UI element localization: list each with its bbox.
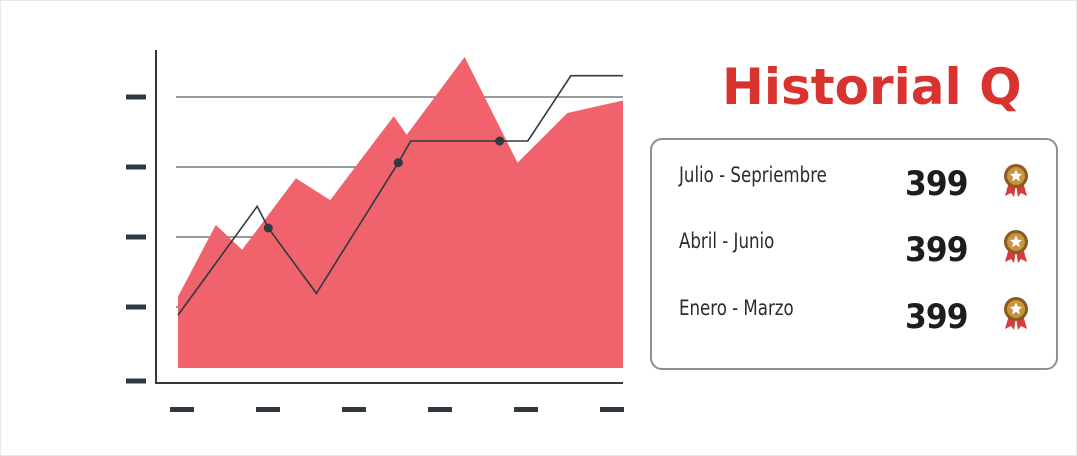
row-label: Julio - Sepriembre: [679, 163, 827, 187]
row-value: 399: [905, 164, 968, 204]
y-tick: [126, 94, 146, 100]
x-tick: [428, 407, 452, 412]
x-tick: [256, 407, 280, 412]
medal-icon: [998, 226, 1034, 264]
x-tick: [342, 407, 366, 412]
line-series: [177, 74, 623, 316]
line-markers: [263, 136, 505, 233]
row-value: 399: [905, 297, 968, 337]
x-tick: [600, 407, 624, 412]
history-chart: [126, 50, 624, 412]
y-tick: [126, 304, 146, 310]
area-series: [178, 57, 623, 368]
x-tick: [170, 407, 194, 412]
y-tick: [126, 164, 146, 170]
history-row-q1: Enero - Marzo 399: [652, 293, 1056, 353]
history-panel: Julio - Sepriembre 399 Abril - Junio 399: [650, 138, 1058, 370]
medal-icon: [998, 293, 1034, 331]
y-tick: [126, 378, 146, 384]
line-point: [393, 158, 403, 168]
line-point: [263, 223, 273, 233]
history-row-q3: Julio - Sepriembre 399: [652, 160, 1056, 220]
x-tick: [514, 407, 538, 412]
history-row-q2: Abril - Junio 399: [652, 226, 1056, 286]
line-point: [495, 136, 505, 146]
medal-icon: [998, 160, 1034, 198]
chart-ticks: [126, 94, 624, 412]
row-label: Abril - Junio: [679, 229, 775, 253]
row-label: Enero - Marzo: [679, 296, 794, 320]
chart-axes: [155, 50, 623, 384]
page-title: Historial Q: [722, 58, 1022, 116]
row-value: 399: [905, 230, 968, 270]
y-tick: [126, 234, 146, 240]
